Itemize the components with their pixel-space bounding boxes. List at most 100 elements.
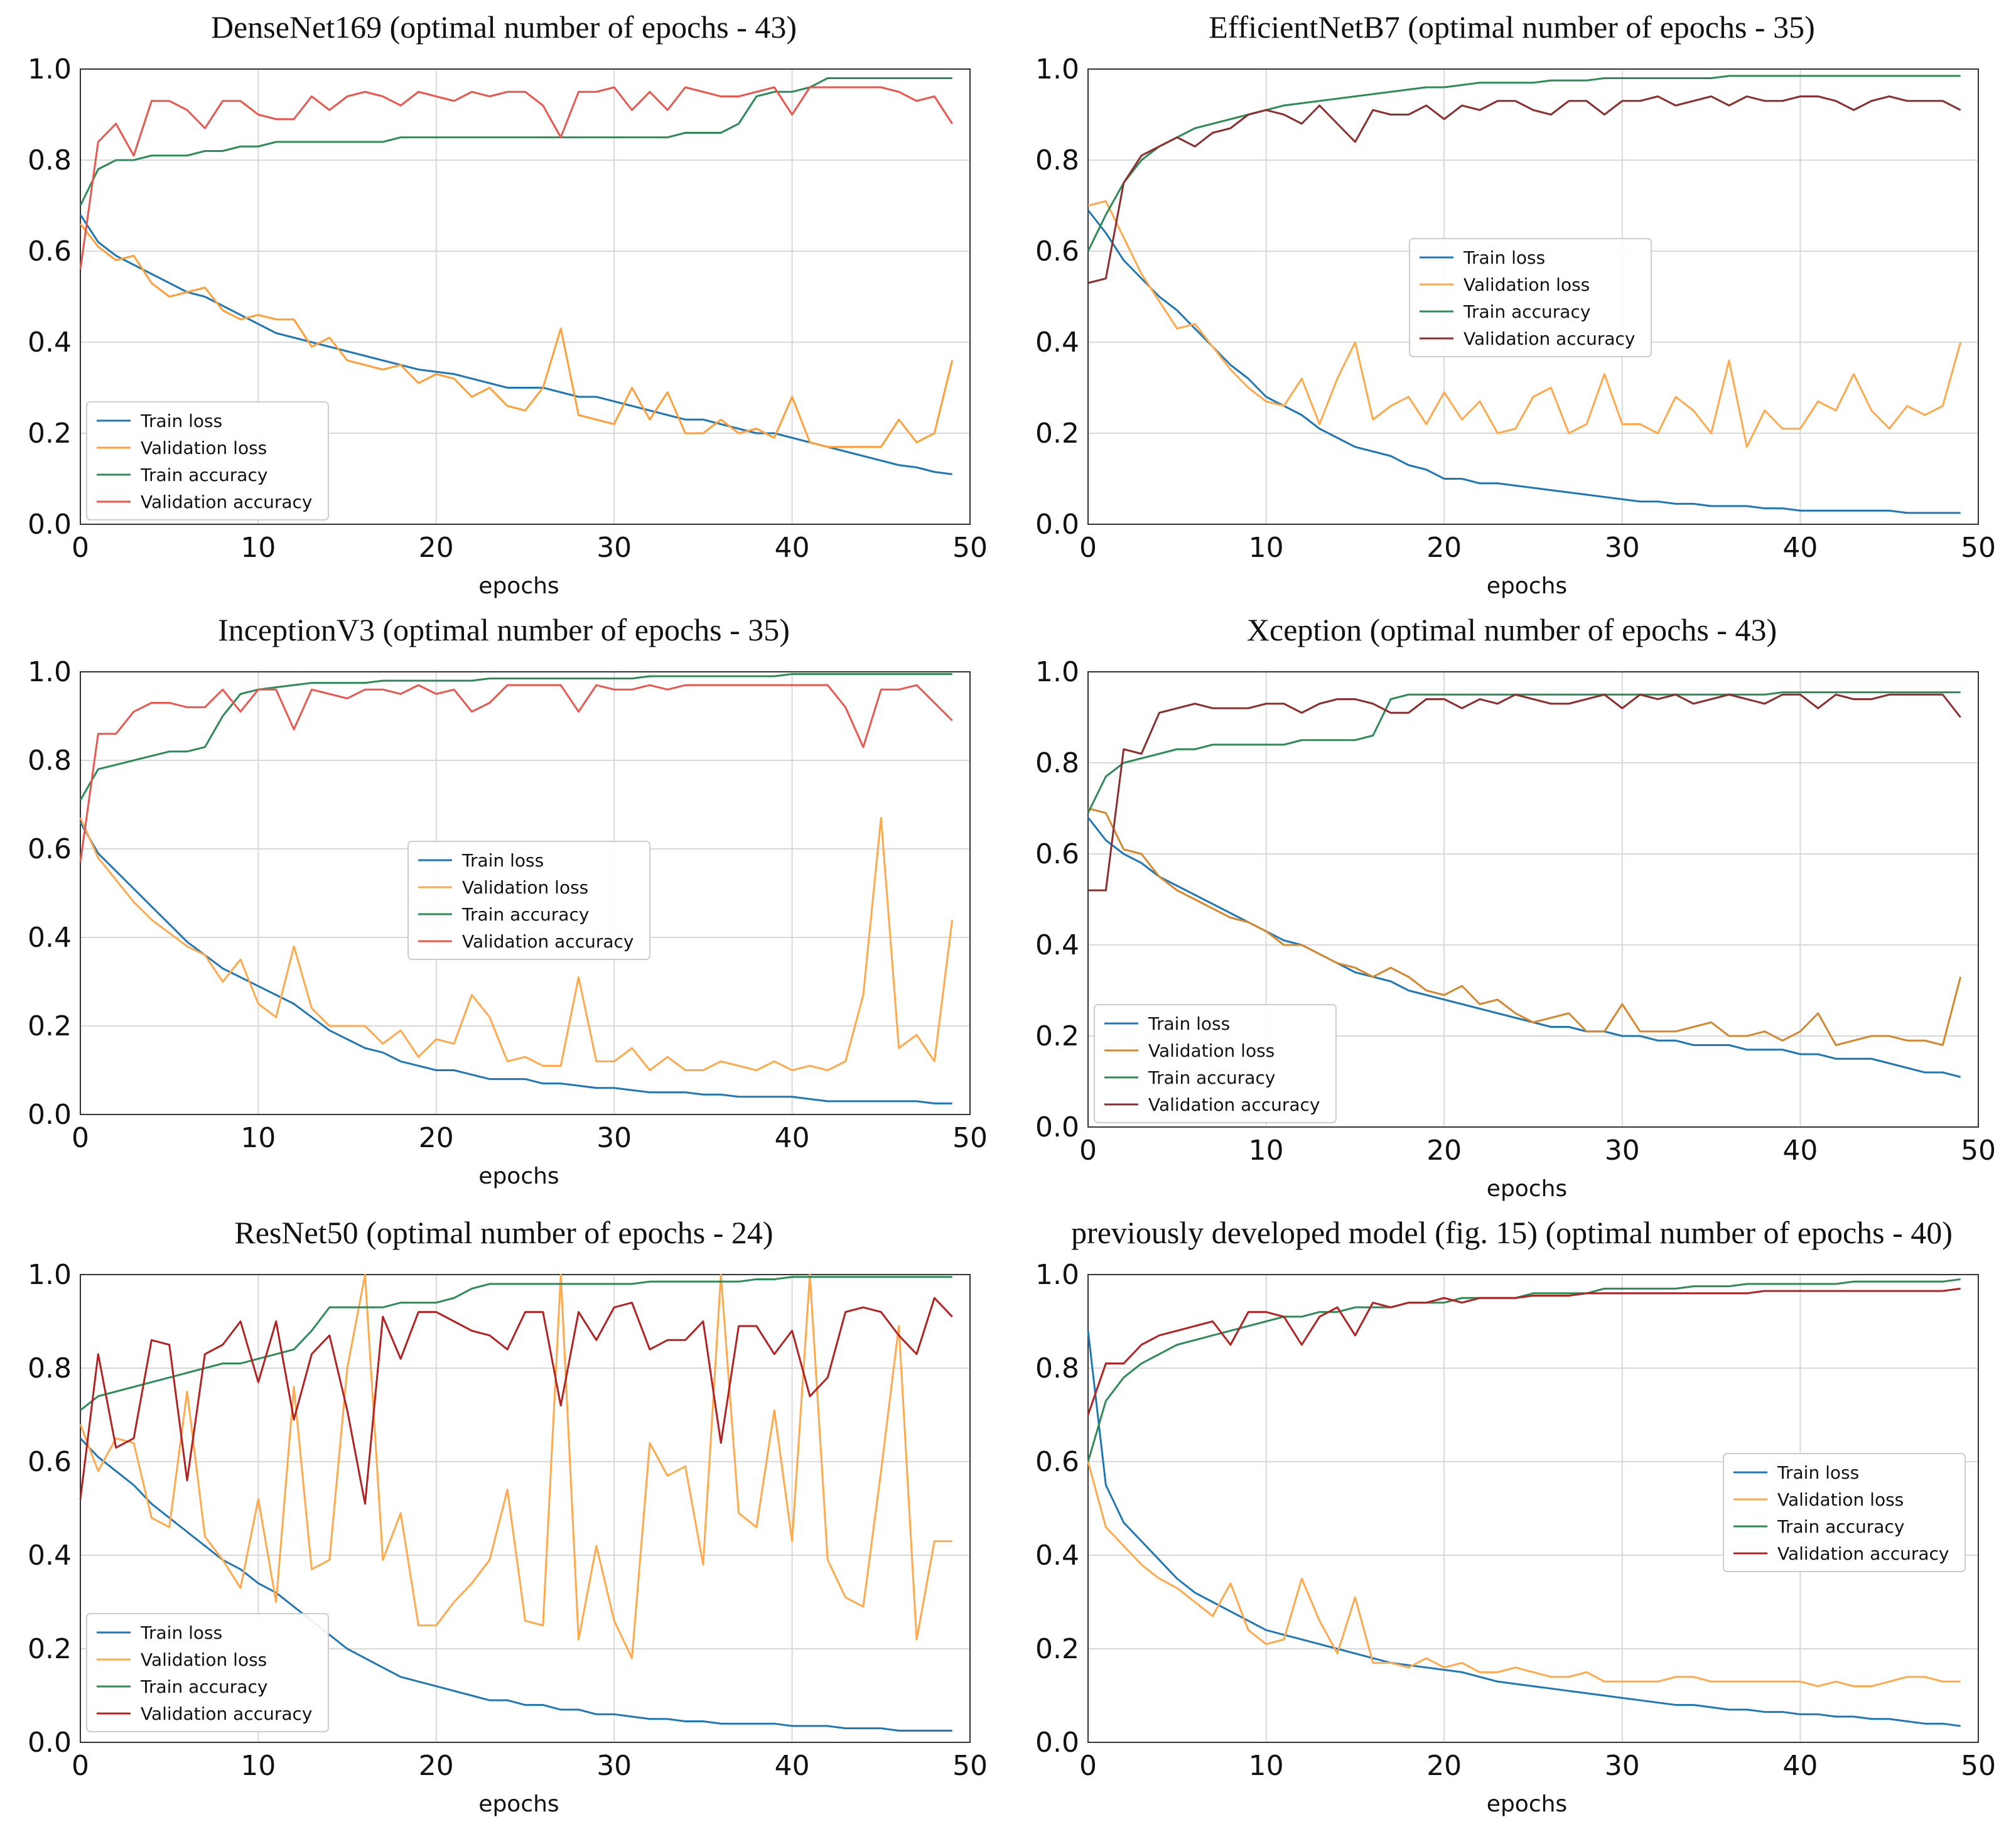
legend-label: Validation loss <box>462 877 588 898</box>
chart-panel-previous-model: previously developed model (fig. 15) (op… <box>1008 1206 2016 1829</box>
x-axis-label: epochs <box>1487 1791 1567 1817</box>
y-tick-label: 0.6 <box>28 1446 72 1478</box>
y-tick-label: 0.2 <box>1035 1020 1079 1052</box>
legend-box <box>1723 1453 1966 1572</box>
series-line-validation-loss <box>79 1273 952 1659</box>
series-group <box>1087 75 1962 514</box>
x-tick-label: 50 <box>1961 1135 1996 1167</box>
legend: Train loss Validation loss Train accuracy V… <box>1094 1004 1337 1123</box>
series-line-validation-accuracy <box>79 1297 953 1505</box>
x-tick-label: 50 <box>952 1122 988 1154</box>
x-tick-label: 30 <box>596 1750 632 1782</box>
legend-label: Train loss <box>1463 247 1545 268</box>
chart-title: previously developed model (fig. 15) (op… <box>1071 1215 1953 1250</box>
y-tick-label: 1.0 <box>1035 1259 1079 1291</box>
legend-label: Validation loss <box>1148 1040 1275 1061</box>
series-line-train-loss <box>1087 817 1961 1078</box>
y-tick-label: 1.0 <box>1035 53 1079 85</box>
series-line-validation-loss <box>1087 200 1962 448</box>
legend-label: Train accuracy <box>140 465 267 485</box>
series-line-train-loss <box>79 214 952 475</box>
x-tick-label: 50 <box>952 1750 988 1782</box>
legend-label: Validation accuracy <box>141 1703 313 1724</box>
x-tick-label: 50 <box>952 532 988 564</box>
legend-label: Train loss <box>140 1622 222 1643</box>
series-group <box>79 1273 953 1732</box>
legend-box <box>407 841 650 960</box>
series-line-train-accuracy <box>79 673 952 801</box>
x-tick-label: 0 <box>72 1750 89 1782</box>
series-group <box>1087 1278 1961 1727</box>
y-tick-label: 1.0 <box>28 1259 72 1291</box>
plot-frame <box>1087 671 1979 1128</box>
x-tick-label: 40 <box>775 1122 810 1154</box>
legend-label: Validation loss <box>141 438 267 458</box>
chart-title: ResNet50 (optimal number of epochs - 24) <box>234 1215 774 1250</box>
y-tick-label: 0.0 <box>1035 1111 1079 1143</box>
chart-panel-inceptionv3: InceptionV3 (optimal number of epochs - … <box>0 603 1008 1206</box>
x-tick-label: 20 <box>1426 1135 1462 1167</box>
legend-label: Validation accuracy <box>1463 328 1636 349</box>
series-line-validation-accuracy <box>1087 1287 1961 1415</box>
x-tick-label: 0 <box>72 1122 89 1154</box>
x-tick-label: 30 <box>1605 532 1640 564</box>
y-tick-label: 0.0 <box>28 509 72 541</box>
legend: Train loss Validation loss Train accuracy V… <box>1723 1453 1966 1572</box>
y-tick-label: 0.8 <box>1035 144 1079 176</box>
y-tick-label: 0.2 <box>28 1010 72 1042</box>
x-tick-label: 40 <box>1782 1135 1818 1167</box>
chart-svg: 0 10 20 30 40 50 0.0 0.2 0.4 0.6 0.8 1.0 epochs Train… <box>1035 656 1996 1202</box>
x-tick-label: 0 <box>1079 532 1097 564</box>
chart-svg: 0 10 20 30 40 50 0.0 0.2 0.4 0.6 0.8 1.0 epochs Train… <box>1035 53 1996 599</box>
y-tick-label: 0.6 <box>1035 838 1079 870</box>
series-line-validation-accuracy <box>79 86 953 270</box>
legend-label: Train loss <box>1777 1462 1859 1483</box>
y-tick-label: 0.6 <box>1035 1446 1079 1478</box>
legend: Train loss Validation loss Train accuracy V… <box>1409 238 1652 357</box>
legend-label: Train loss <box>1148 1013 1230 1034</box>
chart-svg: 0 10 20 30 40 50 0.0 0.2 0.4 0.6 0.8 1.0 epochs Train… <box>28 1259 988 1817</box>
x-tick-label: 20 <box>1426 532 1462 564</box>
plot-frame <box>80 1274 971 1743</box>
legend-label: Validation accuracy <box>1777 1543 1949 1564</box>
series-line-validation-accuracy <box>79 684 953 863</box>
legend-label: Train accuracy <box>461 904 589 925</box>
series-line-validation-loss <box>1087 807 1962 1046</box>
plot-frame <box>80 671 971 1115</box>
y-tick-label: 0.2 <box>1035 1633 1079 1665</box>
legend-box <box>86 1613 329 1732</box>
y-tick-label: 0.4 <box>1035 929 1079 961</box>
chart-panel-efficientnetb7: EfficientNetB7 (optimal number of epochs… <box>1008 0 2016 603</box>
chart-title: InceptionV3 (optimal number of epochs - … <box>218 612 790 647</box>
legend-box <box>1094 1004 1337 1123</box>
series-line-train-loss <box>79 821 952 1104</box>
x-tick-label: 0 <box>1079 1135 1097 1167</box>
y-tick-label: 1.0 <box>28 53 72 85</box>
series-line-validation-loss <box>1087 1461 1961 1688</box>
x-tick-label: 10 <box>1249 1135 1284 1167</box>
chart-title: Xception (optimal number of epochs - 43) <box>1246 612 1777 647</box>
series-group <box>79 77 954 475</box>
legend: Train loss Validation loss Train accuracy V… <box>86 401 329 521</box>
series-line-validation-accuracy <box>1088 693 1961 892</box>
y-tick-label: 0.0 <box>1035 1727 1079 1759</box>
plot-frame <box>1087 1274 1979 1743</box>
x-tick-label: 30 <box>596 532 632 564</box>
y-tick-label: 0.4 <box>28 922 72 954</box>
chart-title: EfficientNetB7 (optimal number of epochs… <box>1209 9 1815 45</box>
chart-title: DenseNet169 (optimal number of epochs - … <box>210 9 797 45</box>
chart-panel-xception: Xception (optimal number of epochs - 43)… <box>1008 603 2016 1206</box>
series-line-train-loss <box>1087 1330 1961 1727</box>
legend-label: Train accuracy <box>1777 1516 1904 1537</box>
y-tick-label: 0.4 <box>28 1540 72 1572</box>
y-tick-label: 0.6 <box>28 235 72 267</box>
x-axis-label: epochs <box>478 1791 559 1817</box>
x-axis-label: epochs <box>1487 573 1567 599</box>
x-tick-label: 50 <box>1961 532 1996 564</box>
x-tick-label: 40 <box>775 532 810 564</box>
series-line-validation-accuracy <box>1087 95 1961 284</box>
y-tick-label: 0.2 <box>28 1633 72 1665</box>
legend-label: Train accuracy <box>1148 1067 1275 1088</box>
y-tick-label: 1.0 <box>1035 656 1079 688</box>
series-line-validation-loss <box>79 223 954 448</box>
